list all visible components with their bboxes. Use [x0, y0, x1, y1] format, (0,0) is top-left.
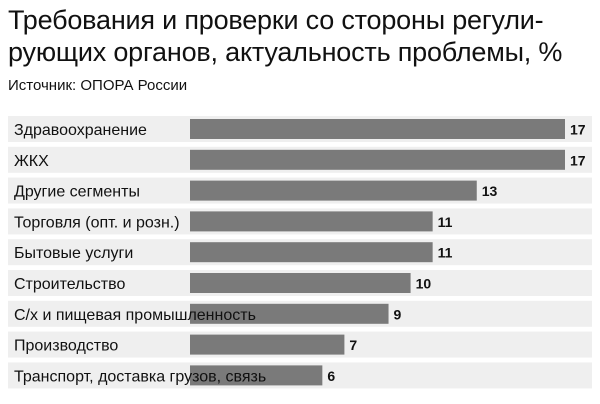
data-label: 11 [438, 245, 453, 261]
data-label: 7 [349, 337, 357, 353]
title-line-1: Требования и проверки со стороны регули- [8, 5, 544, 35]
data-label: 6 [327, 368, 335, 384]
bar [190, 119, 565, 139]
data-label: 17 [570, 122, 586, 138]
title-line-2: рующих органов, актуальность проблемы, % [8, 37, 563, 67]
category-label: С/х и пищевая промышленность [14, 307, 256, 324]
data-label: 9 [394, 306, 402, 322]
data-label: 13 [482, 183, 498, 199]
category-label: ЖКХ [14, 153, 49, 170]
category-label: Строительство [14, 276, 125, 293]
bar [190, 211, 433, 232]
chart-title: Требования и проверки со стороны регули-… [8, 4, 593, 68]
bar [190, 303, 389, 324]
bar [190, 149, 565, 170]
bar [190, 180, 477, 201]
category-label: Производство [14, 338, 118, 355]
data-label: 10 [416, 276, 432, 292]
category-label: Бытовые услуги [14, 245, 133, 262]
bar [190, 273, 411, 293]
data-label: 17 [570, 152, 586, 168]
category-label: Другие сегменты [14, 184, 140, 201]
category-label: Здравоохранение [14, 122, 147, 139]
category-label: Транспорт, доставка грузов, связь [14, 368, 266, 385]
data-label: 11 [438, 214, 453, 230]
bar [190, 242, 433, 263]
category-label: Торговля (опт. и розн.) [14, 214, 180, 231]
source-note: Источник: ОПОРА России [8, 77, 188, 94]
bar [190, 365, 323, 386]
bar [190, 334, 345, 355]
